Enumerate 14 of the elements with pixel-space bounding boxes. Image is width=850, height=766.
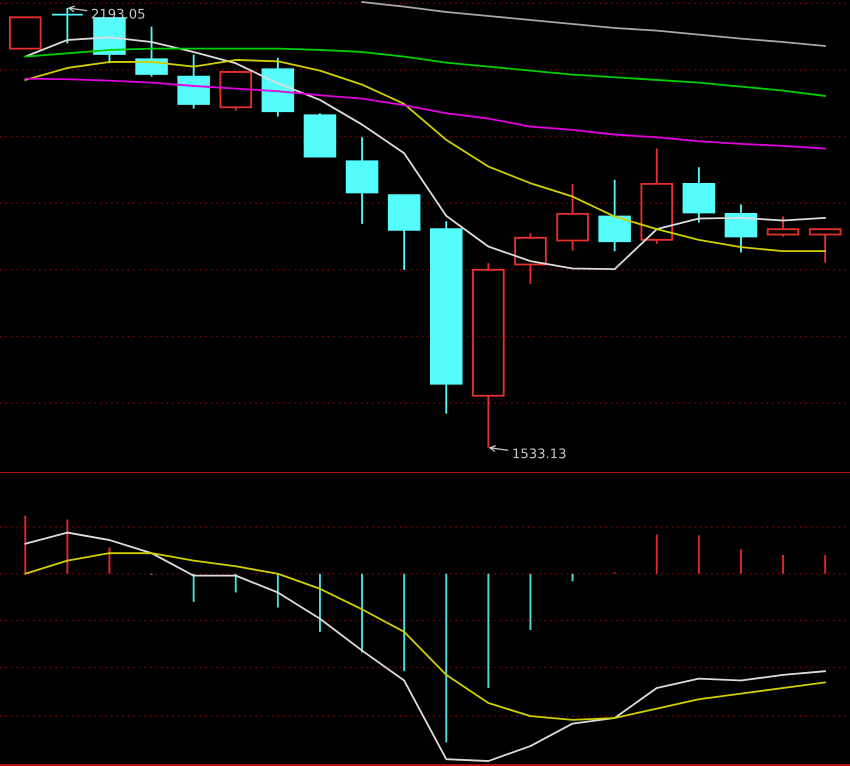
annotation: 1533.13 <box>513 448 566 458</box>
candlestick <box>388 194 420 271</box>
candlestick <box>262 57 294 118</box>
candlestick <box>514 232 547 285</box>
candlestick <box>808 228 842 264</box>
candlestick <box>724 204 758 254</box>
candlestick <box>304 112 336 158</box>
candlestick <box>682 166 716 224</box>
annotation: 2193.05 <box>92 8 144 19</box>
candlestick <box>556 182 589 252</box>
candlestick <box>346 136 378 225</box>
candlestick <box>8 16 42 50</box>
candlestick <box>598 178 631 252</box>
candlestick <box>766 216 800 238</box>
